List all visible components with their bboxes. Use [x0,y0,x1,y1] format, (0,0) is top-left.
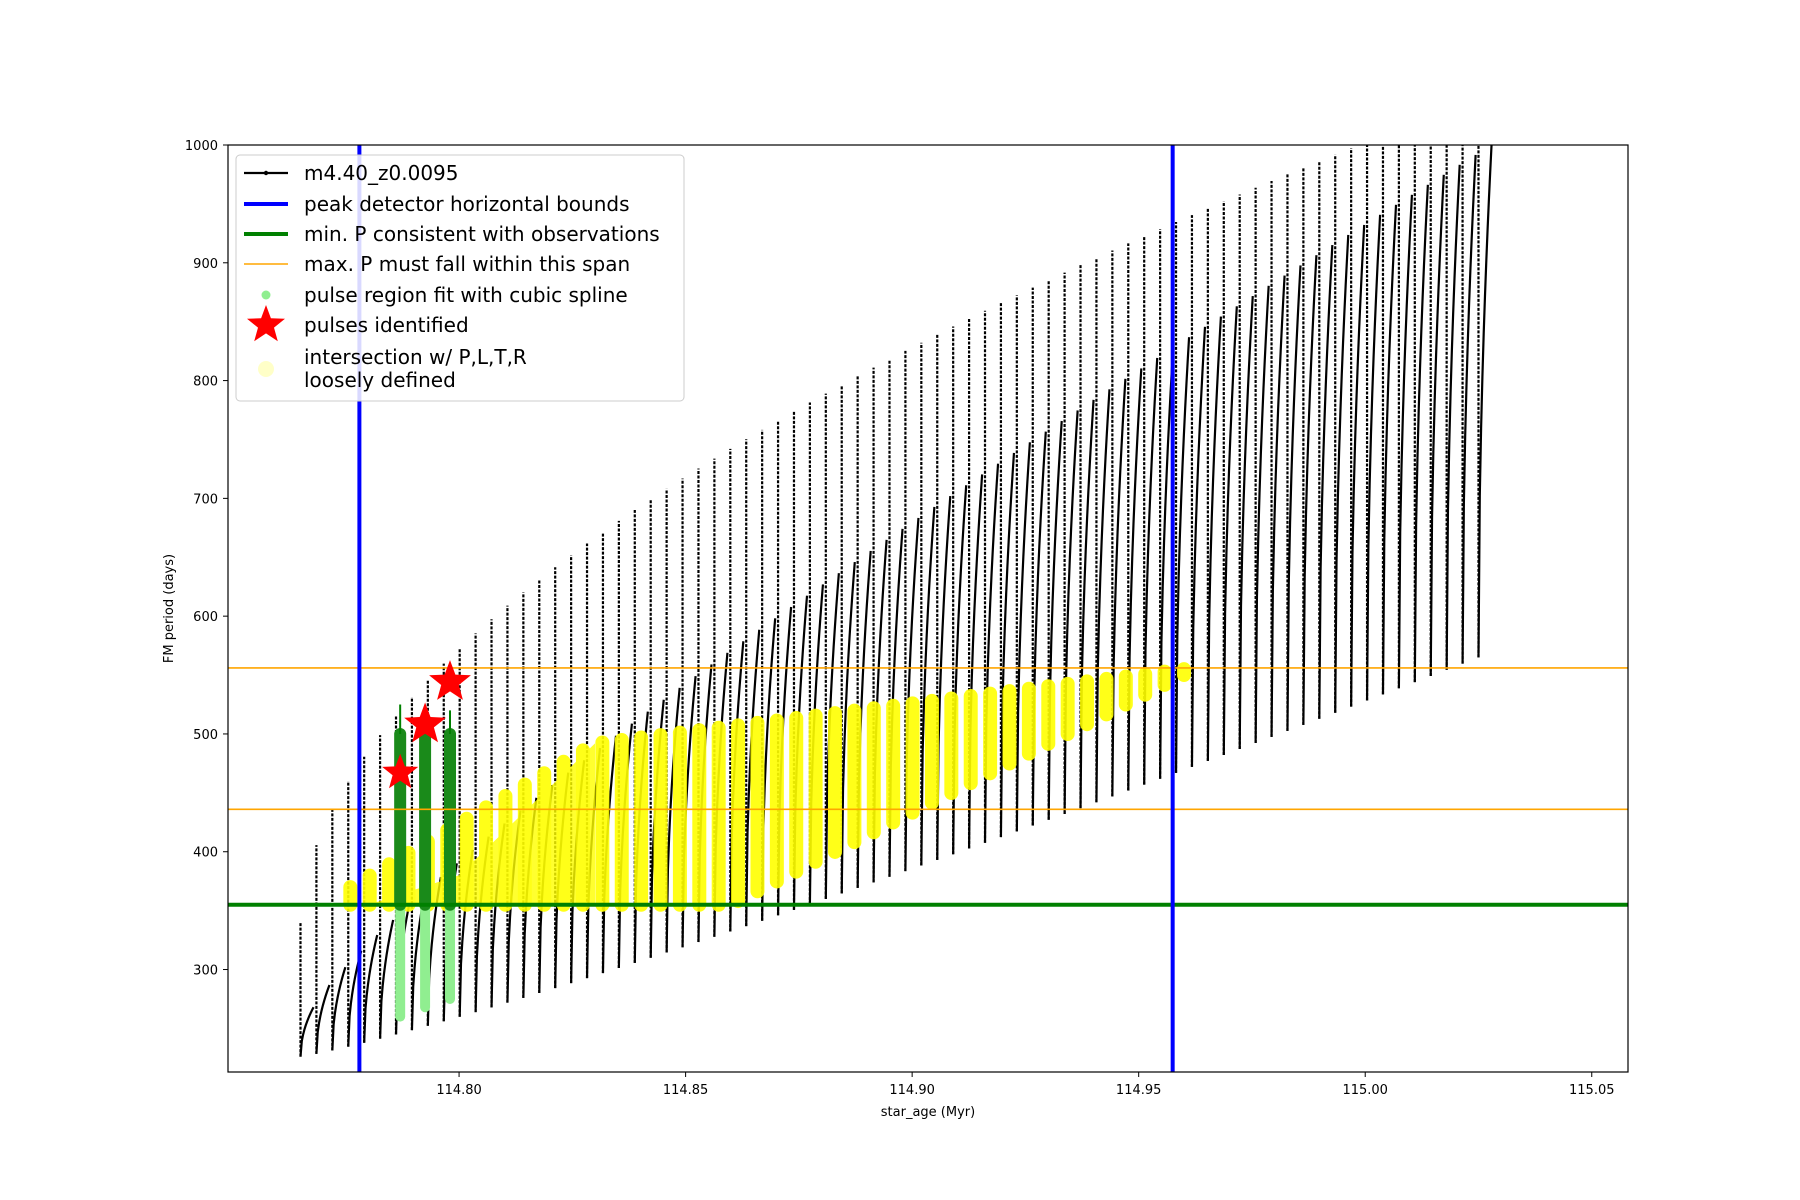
x-axis-label: star_age (Myr) [881,1105,975,1120]
series-arc [378,919,395,1039]
series-arc [745,629,761,927]
y-tick-label: 1000 [185,139,218,154]
series-arc [1381,204,1398,695]
legend-label: pulse region fit with cubic spline [304,283,628,307]
x-tick-label: 114.95 [1116,1083,1162,1098]
legend-marker [261,290,271,300]
plot-border [227,144,1629,1073]
y-axis-label: FM period (days) [162,554,177,663]
x-tick-label: 114.85 [663,1083,709,1098]
series-arc [1079,399,1095,809]
series-arc [1413,184,1429,683]
legend-label: peak detector horizontal bounds [304,192,630,216]
series-arc [1397,194,1414,689]
series-arc [1127,368,1143,791]
y-tick-label: 300 [193,964,218,979]
series-arc [1190,326,1207,767]
series-arc [299,1006,315,1057]
series-arc [920,506,936,866]
pulse-star [382,753,419,789]
series-arc [1429,174,1445,676]
series-arc [1350,224,1366,707]
legend-label: m4.40_z0.0095 [304,161,459,185]
series-arc [936,496,952,860]
legend-marker [263,170,269,176]
series-arc [1334,234,1350,713]
legend-entry: m4.40_z0.0095 [244,161,459,185]
series-arc [1031,431,1047,826]
series-arc [1206,316,1223,761]
series-arc [1318,245,1334,719]
series-arc [1270,275,1286,737]
legend-marker [247,305,285,342]
series-arc [1095,389,1111,803]
legend-marker [258,361,274,377]
legend-entry: max. P must fall within this span [244,252,630,276]
legend-label: loosely defined [304,368,456,392]
y-tick-label: 400 [193,846,218,861]
legend-entry: min. P consistent with observations [244,222,660,246]
pulse-star [429,660,471,700]
axis-ticks: 114.80 114.85 114.90 114.95 115.00 115.05 300 4… [185,139,1615,1098]
series-arc [1174,337,1191,773]
series-arc [1461,154,1477,664]
legend-label: min. P consistent with observations [304,222,660,246]
series-arc [331,966,347,1051]
yellow-ramp [368,743,595,905]
x-tick-label: 115.05 [1569,1083,1615,1098]
series-arc [1063,410,1079,814]
series-arc [1365,214,1382,701]
legend-entry: peak detector horizontal bounds [244,192,630,216]
plot-frame [227,144,1629,1073]
legend-box [235,154,685,402]
series-arc [1477,145,1493,658]
y-tick-label: 900 [193,257,218,272]
x-tick-label: 115.00 [1342,1083,1388,1098]
y-tick-label: 800 [193,375,218,390]
series-arc [1222,306,1238,755]
series-arc [1015,442,1031,832]
series-arc [1302,255,1318,725]
series-arc [999,452,1016,838]
yellow-region [343,662,1191,912]
y-tick-label: 500 [193,728,218,743]
legend-label: pulses identified [304,313,469,337]
legend-label: intersection w/ P,L,T,R [304,345,527,369]
pulse-star [404,702,446,743]
plot-data [228,145,1628,1072]
series-arc [1111,378,1127,797]
series-arc [1286,265,1302,731]
series-arc [1238,295,1254,749]
legend-entry: pulse region fit with cubic spline [261,283,628,307]
legend-entry: pulses identified [247,305,469,342]
series-arc [315,984,331,1054]
series-arc [363,934,379,1043]
series-arc [840,561,856,894]
x-tick-label: 114.90 [889,1083,935,1098]
series-arc [1254,285,1270,743]
series-arc [1445,164,1461,670]
y-tick-label: 700 [193,492,218,507]
series-arc [1047,420,1063,820]
legend-label: max. P must fall within this span [304,252,630,276]
y-tick-label: 600 [193,610,218,625]
series-arc [1143,357,1159,785]
x-tick-label: 114.80 [436,1083,482,1098]
